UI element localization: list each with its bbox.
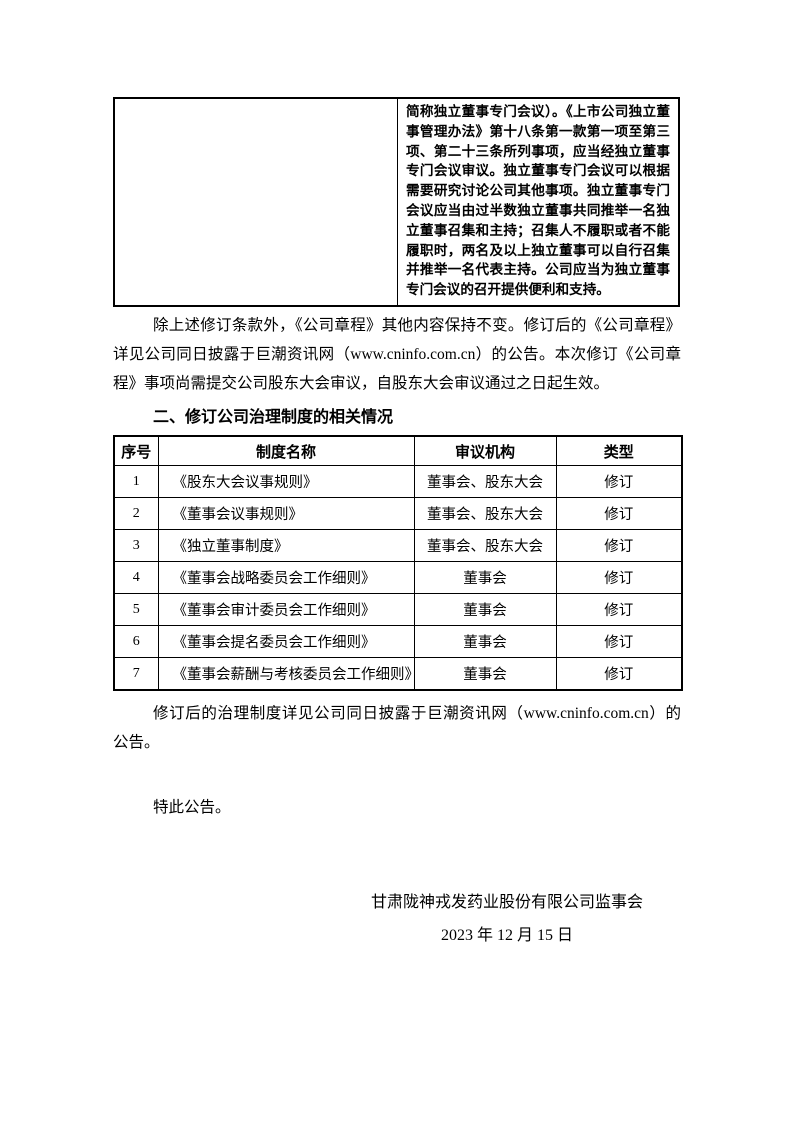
- cell-name: 《股东大会议事规则》: [157, 465, 415, 498]
- cell-seq: 2: [113, 497, 159, 530]
- cell-name: 《董事会提名委员会工作细则》: [157, 625, 415, 658]
- cell-type: 修订: [555, 497, 683, 530]
- signature-company: 甘肃陇神戎发药业股份有限公司监事会: [370, 894, 643, 911]
- table-header-row: 序号 制度名称 审议机构 类型: [113, 435, 683, 466]
- cell-seq: 3: [113, 529, 159, 562]
- table-row: 4 《董事会战略委员会工作细则》 董事会 修订: [113, 561, 683, 594]
- cell-type: 修订: [555, 593, 683, 626]
- table-row: 5 《董事会审计委员会工作细则》 董事会 修订: [113, 593, 683, 626]
- cell-seq: 4: [113, 561, 159, 594]
- continuation-table-right-cell: 简称独立董事专门会议）。《上市公司独立董事管理办法》第十八条第一款第一项至第三项…: [397, 97, 680, 307]
- table-row: 3 《独立董事制度》 董事会、股东大会 修订: [113, 529, 683, 562]
- cell-name: 《董事会议事规则》: [157, 497, 415, 530]
- continuation-table-row: 简称独立董事专门会议）。《上市公司独立董事管理办法》第十八条第一款第一项至第三项…: [113, 97, 680, 307]
- cell-organ: 董事会、股东大会: [413, 497, 557, 530]
- table-row: 2 《董事会议事规则》 董事会、股东大会 修订: [113, 497, 683, 530]
- signature-date: 2023 年 12 月 15 日: [440, 927, 573, 944]
- cell-organ: 董事会: [413, 625, 557, 658]
- cell-type: 修订: [555, 465, 683, 498]
- cell-name: 《董事会薪酬与考核委员会工作细则》: [157, 657, 419, 691]
- cell-organ: 董事会、股东大会: [413, 465, 557, 498]
- column-header-seq: 序号: [113, 435, 159, 466]
- governance-systems-table: 序号 制度名称 审议机构 类型 1 《股东大会议事规则》 董事会、股东大会 修订…: [113, 435, 683, 691]
- section-heading: 二、修订公司治理制度的相关情况: [153, 409, 394, 426]
- signature-block: 甘肃陇神戎发药业股份有限公司监事会 2023 年 12 月 15 日: [371, 886, 643, 952]
- cell-name: 《董事会审计委员会工作细则》: [157, 593, 415, 626]
- cell-seq: 5: [113, 593, 159, 626]
- charter-revision-paragraph: 除上述修订条款外，《公司章程》其他内容保持不变。修订后的《公司章程》详见公司同日…: [113, 317, 681, 392]
- cell-organ: 董事会: [413, 593, 557, 626]
- table-row: 6 《董事会提名委员会工作细则》 董事会 修订: [113, 625, 683, 658]
- document-body: 除上述修订条款外，《公司章程》其他内容保持不变。修订后的《公司章程》详见公司同日…: [113, 307, 683, 952]
- closing-statement: 特此公告。: [153, 799, 231, 816]
- cell-name: 《独立董事制度》: [157, 529, 415, 562]
- cell-seq: 1: [113, 465, 159, 498]
- cell-name: 《董事会战略委员会工作细则》: [157, 561, 415, 594]
- cell-type: 修订: [555, 529, 683, 562]
- continuation-table-left-cell: [113, 97, 398, 307]
- column-header-organ: 审议机构: [413, 435, 557, 466]
- cell-organ: 董事会、股东大会: [413, 529, 557, 562]
- table-row: 1 《股东大会议事规则》 董事会、股东大会 修订: [113, 465, 683, 498]
- cell-type: 修订: [555, 561, 683, 594]
- cell-organ: 董事会: [413, 657, 557, 691]
- column-header-name: 制度名称: [157, 435, 415, 466]
- cell-seq: 6: [113, 625, 159, 658]
- continuation-table: 简称独立董事专门会议）。《上市公司独立董事管理办法》第十八条第一款第一项至第三项…: [113, 97, 680, 307]
- column-header-type: 类型: [555, 435, 683, 466]
- cell-organ: 董事会: [413, 561, 557, 594]
- table-row: 7 《董事会薪酬与考核委员会工作细则》 董事会 修订: [113, 657, 683, 691]
- governance-disclosure-paragraph: 修订后的治理制度详见公司同日披露于巨潮资讯网（www.cninfo.com.cn…: [113, 705, 681, 751]
- cell-seq: 7: [113, 657, 159, 691]
- cell-type: 修订: [555, 625, 683, 658]
- cell-type: 修订: [555, 657, 683, 691]
